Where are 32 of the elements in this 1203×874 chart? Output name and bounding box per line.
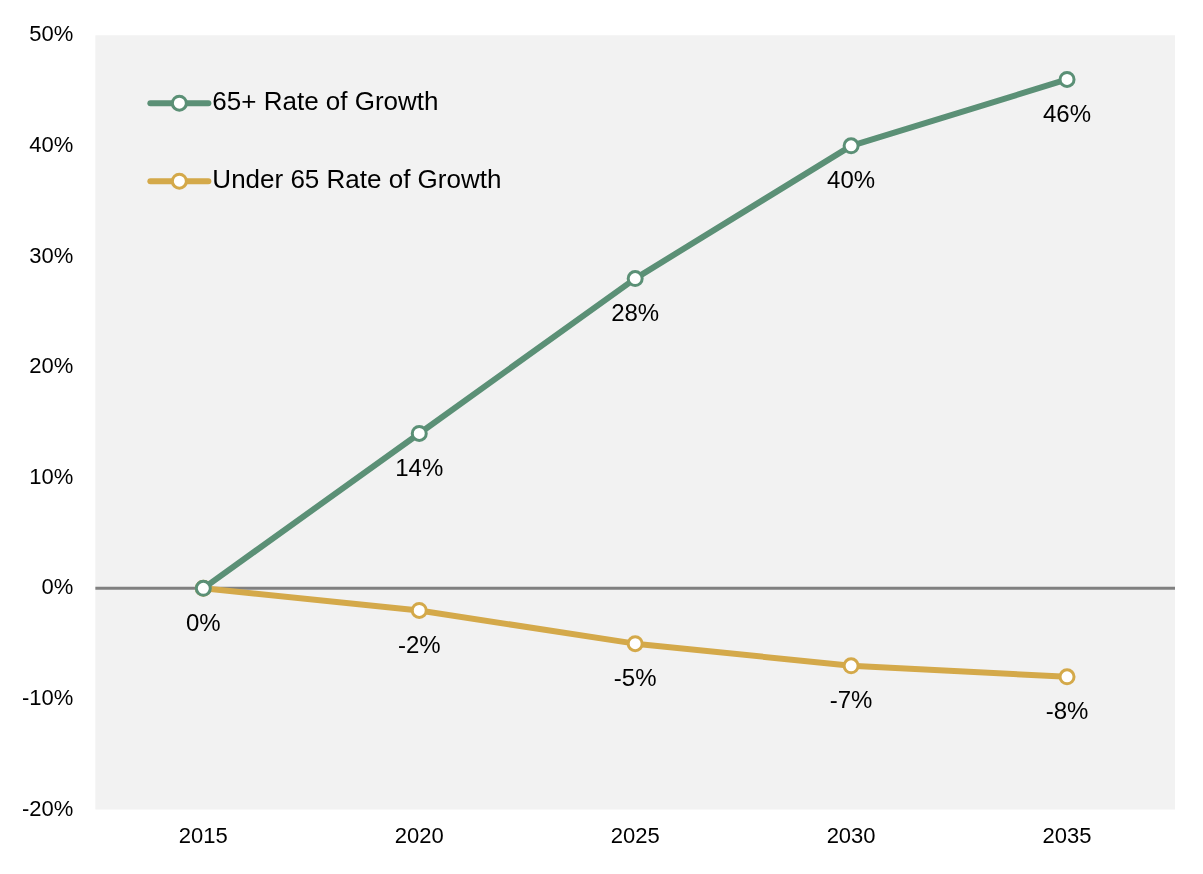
y-tick-label: -20% [22, 795, 74, 821]
data-label: -8% [1045, 697, 1089, 725]
data-label: -5% [613, 664, 657, 692]
point [626, 270, 644, 288]
y-tick-label: 30% [29, 242, 74, 268]
x-tick-label: 2030 [826, 822, 876, 848]
data-label: 40% [827, 166, 876, 194]
point [842, 137, 860, 155]
data-label: -2% [397, 631, 441, 659]
x-tick-label: 2015 [178, 822, 228, 848]
data-label: 0% [185, 608, 221, 636]
legend-label: 65+ Rate of Growth [212, 86, 439, 117]
y-tick-label: 10% [29, 463, 74, 489]
data-label: 46% [1043, 100, 1092, 128]
point [626, 635, 644, 653]
y-tick-label: 0% [41, 574, 74, 600]
legend-label: Under 65 Rate of Growth [212, 164, 502, 195]
data-label: 14% [395, 454, 444, 482]
point [842, 657, 860, 675]
point [410, 601, 428, 619]
y-tick-label: 20% [29, 353, 74, 379]
y-tick-label: 40% [29, 131, 74, 157]
point [1058, 668, 1076, 686]
x-tick-label: 2025 [610, 822, 660, 848]
point [410, 424, 428, 442]
point [1058, 70, 1076, 88]
x-tick-label: 2020 [394, 822, 444, 848]
data-label: 28% [611, 299, 660, 327]
y-tick-label: 50% [29, 21, 74, 47]
y-tick-label: -10% [22, 685, 74, 711]
data-label: -7% [829, 686, 873, 714]
x-tick-label: 2035 [1042, 822, 1092, 848]
